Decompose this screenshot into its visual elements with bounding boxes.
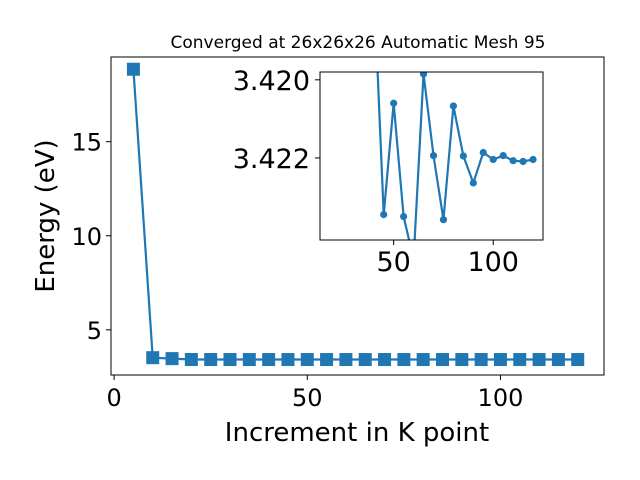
inset-data-point [499,152,507,160]
main-data-point [493,353,507,367]
inset-plot-frame [319,71,544,241]
main-data-point [165,352,179,366]
main-data-point [146,351,160,365]
main-data-point [262,353,276,367]
main-data-point [204,353,218,367]
inset-data-point [330,0,337,5]
main-data-point [126,62,140,76]
inset-data-point [509,157,517,165]
main-data-point [300,353,314,367]
inset-data-point [410,256,417,263]
inset-x-tick-label: 100 [467,247,519,278]
y-tick-label: 15 [71,129,102,157]
main-data-point [551,353,565,367]
inset-data-point [519,157,527,166]
inset-data-point [419,72,428,78]
inset-data-point [439,216,448,224]
inset-data-point [400,212,408,221]
inset-series-points [320,0,537,263]
main-data-point [281,353,295,367]
main-data-point [436,353,449,367]
main-data-point [571,353,585,367]
main-data-point [320,353,334,367]
y-tick-label: 10 [71,223,102,251]
y-axis-label: Energy (eV) [31,139,61,292]
inset-data-point [360,22,367,29]
main-data-point [532,353,546,367]
x-tick-label: 0 [106,384,121,412]
main-data-point [513,353,527,367]
inset-data-point [489,155,497,164]
x-tick-label: 100 [478,384,524,412]
main-data-point [378,353,392,367]
main-data-point [397,353,411,367]
main-data-point [416,353,430,367]
inset-data-point [429,152,438,160]
inset-x-tick-label: 50 [376,247,410,278]
inset-data-point [380,211,388,219]
inset-data-point [469,179,477,187]
inset-data-point [529,155,537,164]
inset-data-point [340,25,347,32]
main-series-points [126,62,585,367]
inset-series-line [376,72,534,240]
x-tick-label: 50 [292,384,323,412]
main-data-point [358,353,372,367]
inset-x-ticks: 50 100 [376,240,519,278]
inset-y-tick-label: 3.422 [233,144,310,175]
inset-data-point [350,0,357,5]
inset-data-point [449,102,458,110]
main-data-point [223,353,237,367]
y-tick-label: 5 [87,317,102,345]
inset-data-point [479,148,487,157]
main-data-point [455,353,469,367]
chart-title: Converged at 26x26x26 Automatic Mesh 95 [171,33,546,53]
main-data-point [474,353,488,367]
main-data-point [339,353,353,367]
main-data-point [242,353,256,367]
x-axis-label: Increment in K point [225,418,489,448]
main-plot-frame [110,56,605,376]
inset-data-point [459,152,467,160]
inset-data-point [320,18,327,25]
inset-y-tick-label: 3.420 [233,66,310,97]
main-x-ticks: 0 50 100 [106,375,523,412]
inset-data-point [390,99,398,107]
main-data-point [184,353,198,367]
main-y-ticks: 5 10 15 [71,129,111,345]
inset-y-ticks: 3.420 3.422 [233,66,320,175]
